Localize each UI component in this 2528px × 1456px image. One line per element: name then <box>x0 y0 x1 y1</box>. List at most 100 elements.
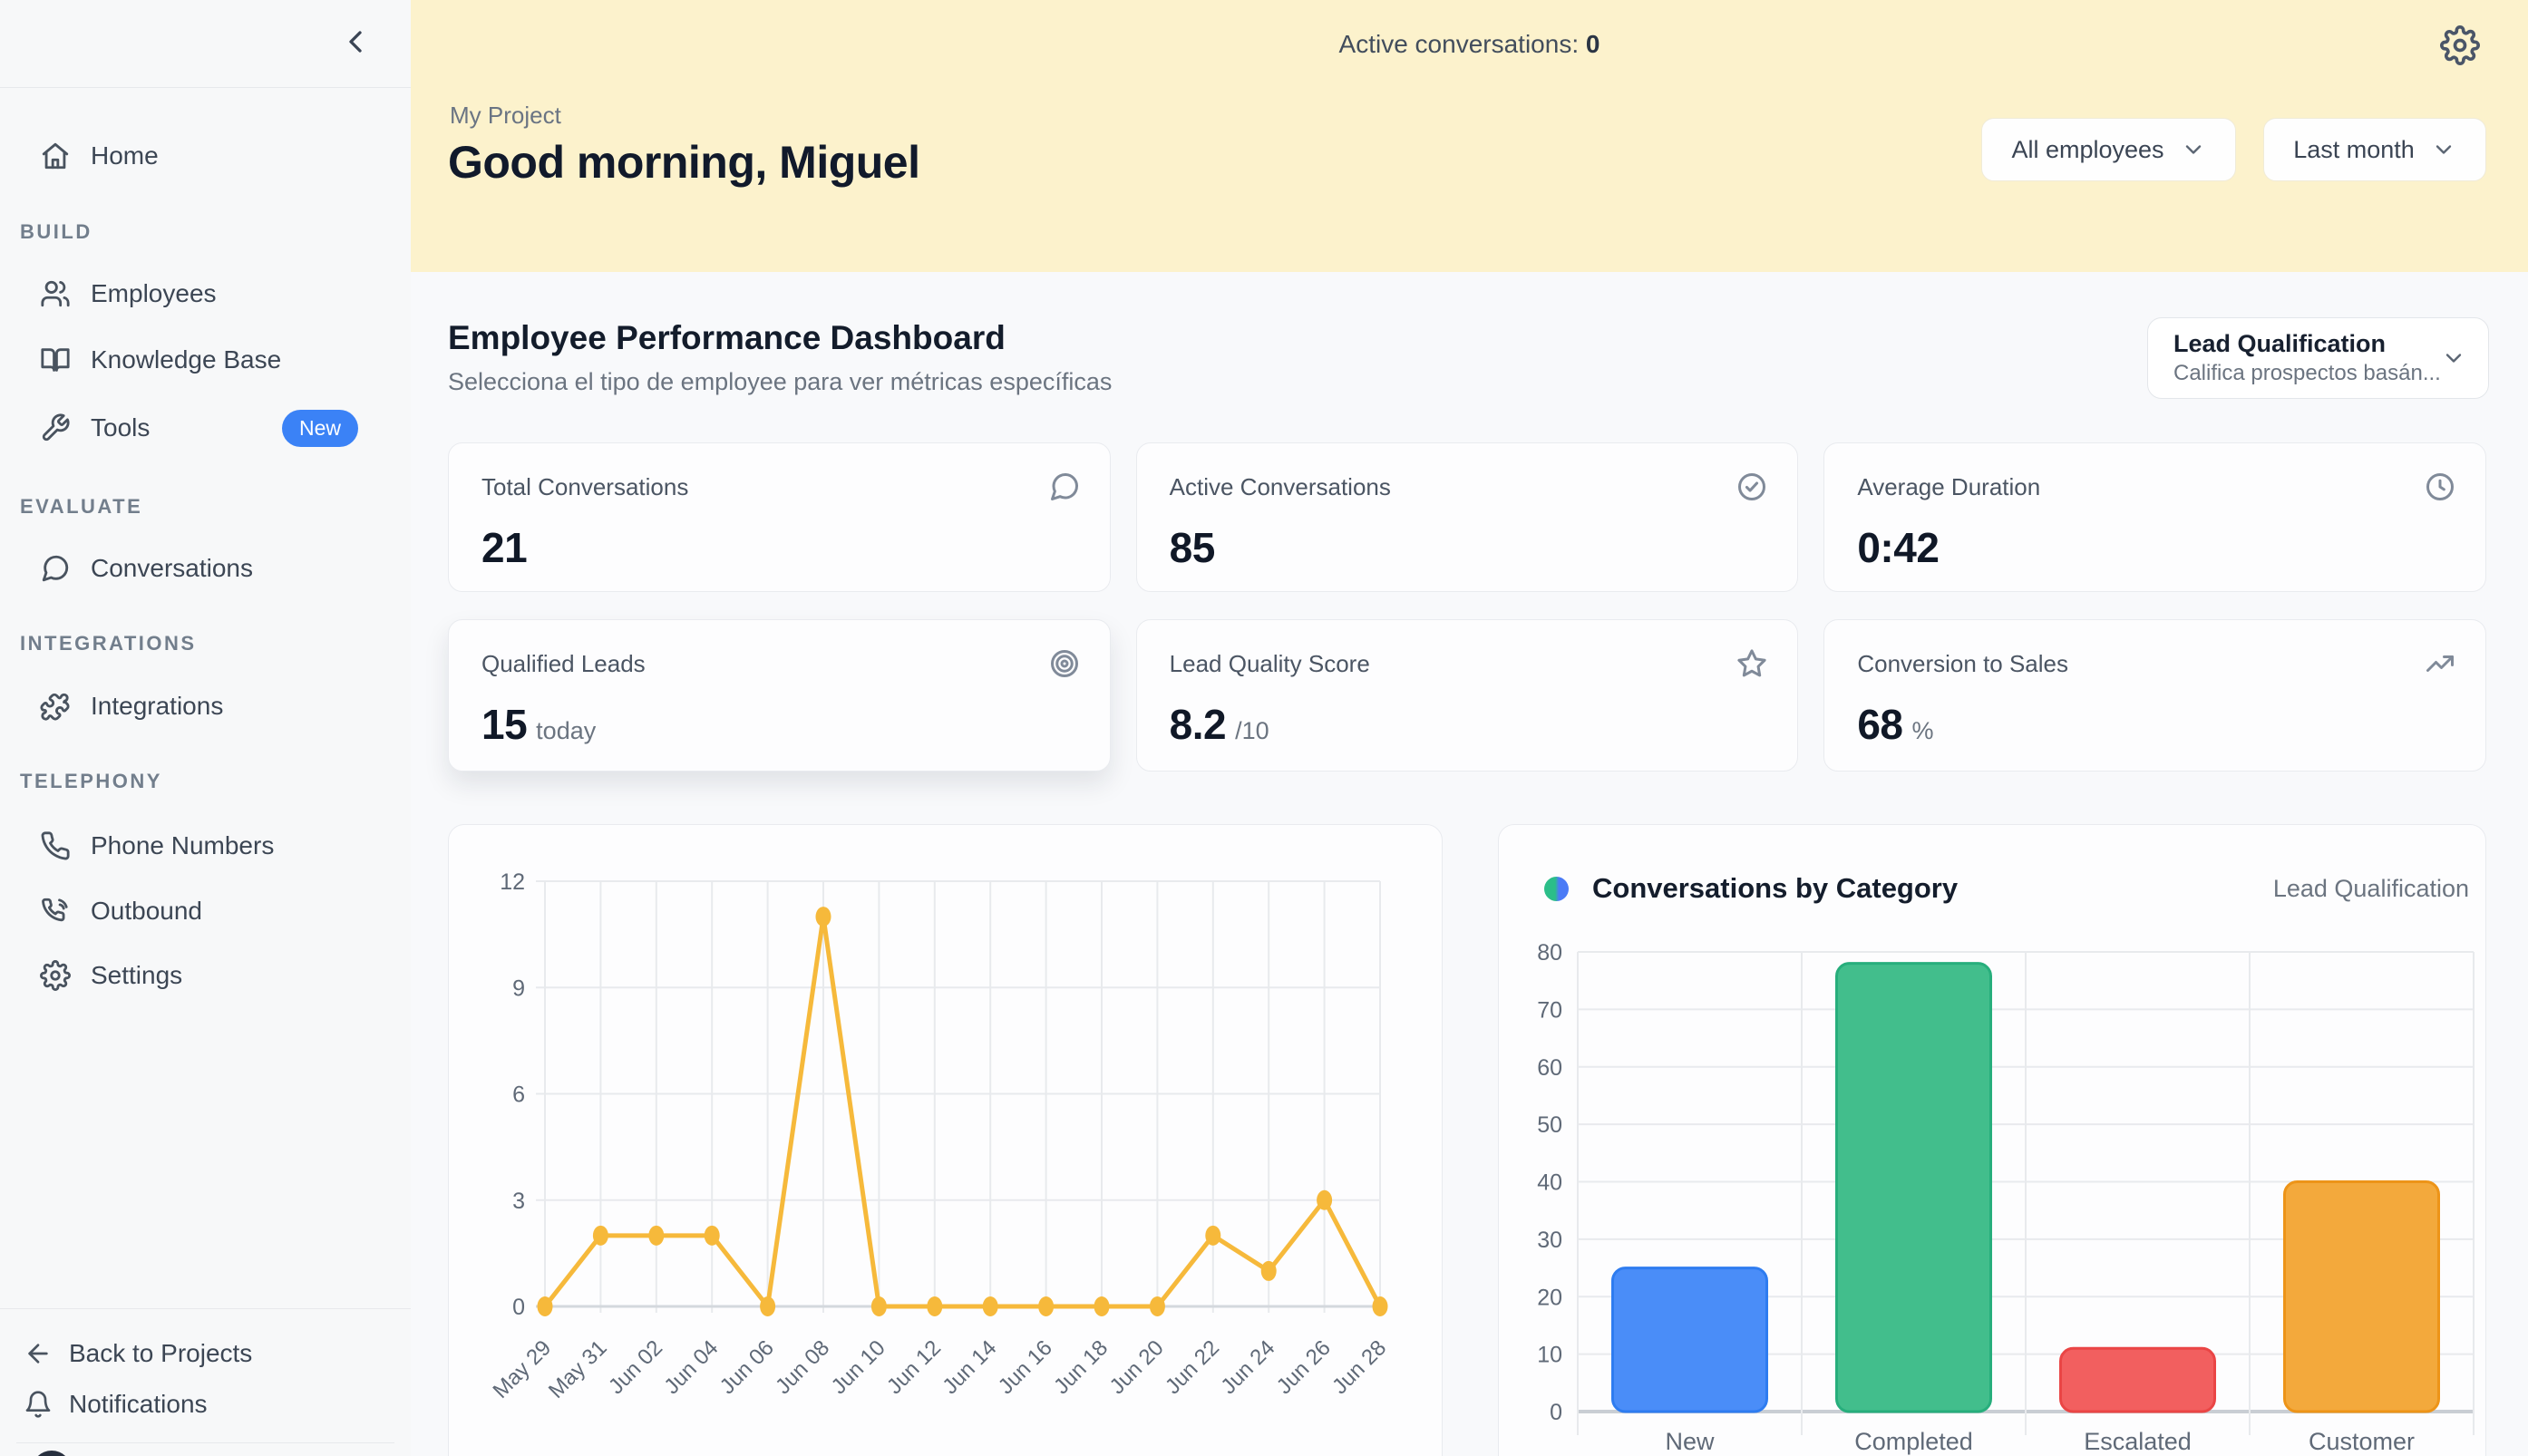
svg-text:Jun 10: Jun 10 <box>827 1335 890 1399</box>
stats-grid: Total Conversations 21 Active Conversati… <box>448 442 2486 772</box>
gear-icon <box>40 960 71 991</box>
stat-label: Active Conversations <box>1169 473 1391 500</box>
svg-text:12: 12 <box>500 869 525 895</box>
header-banner: Active conversations: 0 My Project Good … <box>411 0 2528 272</box>
svg-text:Customer: Customer <box>2309 1428 2415 1455</box>
svg-text:Jun 18: Jun 18 <box>1049 1335 1113 1399</box>
svg-text:New: New <box>1665 1428 1715 1455</box>
trending-up-icon <box>2424 647 2456 680</box>
arrow-left-icon <box>24 1339 53 1368</box>
stat-card-conversion-to-sales: Conversion to Sales 68% <box>1823 619 2486 772</box>
svg-text:60: 60 <box>1537 1055 1562 1081</box>
svg-text:Jun 20: Jun 20 <box>1105 1335 1169 1399</box>
sidebar-section-build: BUILD <box>20 220 92 243</box>
svg-text:0: 0 <box>512 1295 525 1320</box>
home-icon <box>40 141 71 171</box>
footer-item-label: Back to Projects <box>69 1339 253 1367</box>
stat-card-active-conversations: Active Conversations 85 <box>1135 442 1799 592</box>
svg-text:Jun 14: Jun 14 <box>938 1335 1001 1399</box>
conversations-by-category-card: Conversations by Category Lead Qualifica… <box>1498 824 2486 1456</box>
bar-chart: 0 10 20 30 40 50 60 70 80 New Completed Escalated Cu… <box>1537 940 2475 1455</box>
svg-text:10: 10 <box>1537 1343 1562 1368</box>
sidebar-item-tools[interactable]: Tools New <box>0 403 411 453</box>
avatar[interactable] <box>32 1451 72 1456</box>
date-range-dropdown[interactable]: Last month <box>2263 118 2486 181</box>
svg-text:Jun 08: Jun 08 <box>771 1335 834 1399</box>
sidebar-item-label: Phone Numbers <box>91 831 275 859</box>
chat-bubble-icon <box>1048 471 1081 503</box>
stat-card-qualified-leads: Qualified Leads 15 today <box>448 619 1111 772</box>
status-value: 0 <box>1585 30 1600 58</box>
sidebar-item-employees[interactable]: Employees <box>0 268 411 319</box>
sidebar-item-label: Settings <box>91 961 183 989</box>
sidebar-item-label: Outbound <box>91 897 202 925</box>
bell-icon <box>24 1390 53 1419</box>
svg-text:0: 0 <box>1550 1400 1562 1425</box>
page-subtitle: Selecciona el tipo de employee para ver … <box>448 368 1113 395</box>
stat-label: Average Duration <box>1857 473 2041 500</box>
sidebar-item-home[interactable]: Home <box>0 131 411 181</box>
svg-text:Jun 06: Jun 06 <box>715 1335 779 1399</box>
selector-title: Lead Qualification <box>2173 330 2387 357</box>
svg-text:20: 20 <box>1537 1285 1562 1310</box>
stat-card-lead-quality-score: Lead Quality Score 8.2/10 <box>1135 619 1799 772</box>
sidebar-item-label: Conversations <box>91 554 253 582</box>
sidebar-item-phone-numbers[interactable]: Phone Numbers <box>0 820 411 871</box>
sidebar-item-label: Integrations <box>91 692 224 720</box>
stat-card-average-duration: Average Duration 0:42 <box>1823 442 2486 592</box>
stat-label: Conversion to Sales <box>1857 650 2069 677</box>
sidebar-item-settings[interactable]: Settings <box>0 950 411 1001</box>
stat-value: 0:42 <box>1857 524 1940 571</box>
stat-value: 68 <box>1857 701 1903 748</box>
sidebar-item-label: Home <box>91 141 159 170</box>
sidebar: Home BUILD Employees Knowledge Base Tool… <box>0 0 411 1456</box>
sidebar-item-outbound[interactable]: Outbound <box>0 886 411 937</box>
date-range-label: Last month <box>2293 135 2415 163</box>
project-breadcrumb: My Project <box>450 102 561 129</box>
settings-gear-button[interactable] <box>2440 25 2480 65</box>
conversations-trend-chart-card: 0 3 6 9 12 May 29 May 31 Jun 02 Jun 04 Jun 06 Jun … <box>448 824 1443 1456</box>
svg-text:70: 70 <box>1537 997 1562 1023</box>
svg-text:Jun 22: Jun 22 <box>1161 1335 1224 1399</box>
svg-text:Jun 16: Jun 16 <box>994 1335 1057 1399</box>
stat-value: 15 <box>481 701 528 748</box>
selector-subtitle: Califica prospectos basán... <box>2173 361 2441 385</box>
greeting-title: Good morning, Miguel <box>448 137 920 188</box>
target-icon <box>1048 647 1081 680</box>
stat-label: Qualified Leads <box>481 650 646 677</box>
back-to-projects-button[interactable]: Back to Projects <box>0 1328 411 1379</box>
svg-text:Completed: Completed <box>1854 1428 1973 1455</box>
svg-text:Jun 04: Jun 04 <box>659 1335 723 1399</box>
employee-type-selector[interactable]: Lead Qualification Califica prospectos b… <box>2147 317 2489 399</box>
svg-text:9: 9 <box>512 976 525 1001</box>
employee-filter-dropdown[interactable]: All employees <box>1981 118 2236 181</box>
puzzle-icon <box>40 691 71 722</box>
sidebar-item-label: Knowledge Base <box>91 345 282 374</box>
sidebar-divider <box>0 1308 411 1309</box>
bar-chart-tag: Lead Qualification <box>2272 874 2469 902</box>
dashboard-header: Employee Performance Dashboard Seleccion… <box>448 319 1112 396</box>
check-circle-icon <box>1736 471 1768 503</box>
chevron-down-icon <box>2441 345 2466 371</box>
notifications-button[interactable]: Notifications <box>0 1379 411 1430</box>
page-title: Employee Performance Dashboard <box>448 319 1006 356</box>
svg-text:Jun 26: Jun 26 <box>1272 1335 1336 1399</box>
chat-bubble-icon <box>40 553 71 584</box>
star-icon <box>1736 647 1768 680</box>
svg-text:Jun 24: Jun 24 <box>1216 1335 1279 1399</box>
book-open-icon <box>40 345 71 375</box>
stat-value: 21 <box>481 524 528 571</box>
phone-icon <box>40 830 71 861</box>
sidebar-item-knowledge-base[interactable]: Knowledge Base <box>0 335 411 385</box>
stat-suffix: /10 <box>1235 717 1269 744</box>
gear-icon <box>2440 25 2480 65</box>
sidebar-item-label: Employees <box>91 279 217 307</box>
svg-text:50: 50 <box>1537 1112 1562 1138</box>
stat-label: Lead Quality Score <box>1169 650 1370 677</box>
sidebar-section-evaluate: EVALUATE <box>20 495 143 518</box>
sidebar-collapse-button[interactable] <box>337 24 374 60</box>
sidebar-item-conversations[interactable]: Conversations <box>0 543 411 594</box>
stat-suffix: today <box>536 717 597 744</box>
sidebar-item-integrations[interactable]: Integrations <box>0 681 411 732</box>
